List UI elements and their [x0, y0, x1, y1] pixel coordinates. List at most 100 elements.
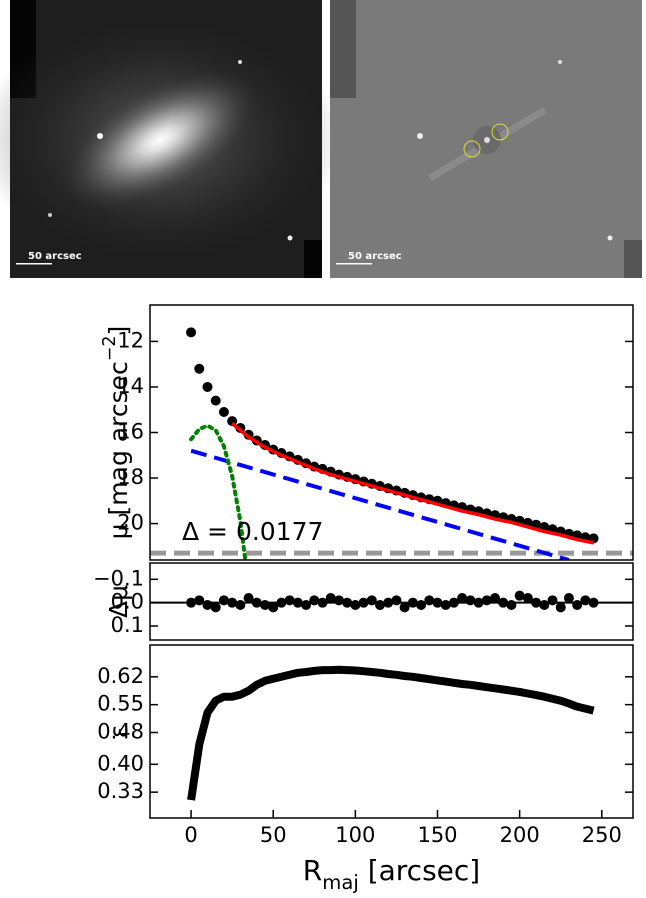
label-part: μ [mag arcsec: [104, 361, 133, 539]
x-tick-label: 50: [260, 823, 287, 847]
data-point: [309, 595, 320, 606]
data-point: [186, 597, 197, 608]
data-point: [440, 600, 451, 610]
data-point: [399, 602, 410, 613]
x-tick-label: 200: [500, 823, 540, 847]
data-point: [268, 602, 279, 613]
data-point: [186, 327, 197, 338]
data-point: [539, 600, 550, 610]
annotation: Δ = 0.0177: [182, 517, 323, 546]
x-axis-label: Rmaj [arcsec]: [303, 854, 480, 894]
data-line: [190, 448, 570, 560]
y-axis-label: ε: [104, 725, 133, 739]
y-tick-label: 14: [117, 374, 144, 398]
data-point: [210, 602, 221, 613]
y-tick-label: 0.0: [111, 590, 144, 614]
data-point: [506, 600, 517, 610]
axes-frame: [149, 562, 634, 641]
data-point: [260, 600, 270, 610]
y-axis-label: Δμ: [104, 585, 133, 618]
scale-label: 50 arcsec: [28, 251, 82, 262]
data-point: [210, 395, 221, 406]
x-tick-label: 0: [184, 823, 197, 847]
data-point: [572, 600, 583, 610]
scale-label: 50 arcsec: [348, 251, 402, 262]
data-point: [522, 593, 533, 603]
data-point: [531, 597, 542, 608]
data-point: [333, 595, 344, 606]
data-point: [383, 597, 394, 608]
y-tick-label: 12: [117, 328, 144, 352]
data-point: [481, 595, 492, 606]
plot-area: [150, 327, 633, 560]
x-tick-label: 250: [582, 823, 622, 847]
data-point: [350, 600, 361, 610]
y-tick-label: 0.33: [97, 779, 144, 803]
data-point: [514, 590, 525, 601]
data-point: [243, 593, 254, 603]
data-point: [563, 593, 574, 603]
data-point: [580, 595, 591, 606]
y-tick-label: 0.48: [97, 719, 144, 743]
data-point: [194, 363, 205, 374]
label-part: [arcsec]: [359, 854, 480, 887]
label-part: ε: [104, 725, 133, 739]
data-point: [498, 597, 509, 608]
data-point: [358, 597, 369, 608]
data-point: [465, 595, 476, 606]
data-point: [366, 595, 377, 606]
data-point: [416, 600, 427, 610]
data-point: [235, 600, 246, 610]
data-point: [292, 597, 303, 608]
data-point: [391, 595, 402, 606]
label-part: −2: [100, 335, 120, 361]
data-point: [407, 597, 418, 608]
y-tick-label: 16: [117, 420, 144, 444]
galaxy-image: 50 arcsec: [0, 0, 340, 278]
y-tick-label: 0.40: [97, 751, 144, 775]
data-point: [432, 597, 443, 608]
data-point: [342, 597, 353, 608]
data-point: [457, 593, 468, 603]
y-tick-label: 0.1: [111, 613, 144, 637]
y-axis-label: μ [mag arcsec−2]: [100, 326, 133, 540]
label-part: maj: [322, 871, 359, 894]
data-point: [424, 595, 435, 606]
data-point: [375, 600, 385, 610]
data-point: [490, 593, 500, 603]
data-point: [448, 597, 459, 608]
label-part: R: [303, 854, 322, 887]
data-point: [218, 407, 229, 418]
label-part: ]: [104, 326, 133, 336]
data-point: [202, 600, 213, 610]
plot-area: [187, 665, 595, 801]
data-point: [276, 597, 287, 608]
x-tick-label: 100: [335, 823, 375, 847]
data-point: [194, 595, 205, 606]
data-point: [284, 595, 295, 606]
y-tick-label: 18: [117, 465, 144, 489]
x-tick-label: 150: [417, 823, 457, 847]
data-point: [202, 381, 213, 392]
y-tick-label: 20: [117, 511, 144, 535]
data-line: [230, 422, 594, 545]
data-point: [473, 597, 484, 608]
data-point: [325, 593, 336, 603]
data-point: [555, 602, 566, 613]
data-point: [227, 597, 238, 608]
data-line: [187, 665, 595, 801]
data-point: [547, 595, 558, 606]
data-line: [189, 423, 248, 560]
data-point: [218, 595, 229, 606]
y-tick-label: 0.55: [97, 692, 144, 716]
data-point: [301, 600, 312, 610]
y-tick-label: −0.1: [93, 566, 144, 590]
axes-frame: [149, 644, 634, 819]
data-point: [317, 597, 328, 608]
data-point: [251, 597, 262, 608]
residual-image: 50 arcsec: [330, 0, 642, 278]
label-part: Δμ: [104, 585, 133, 618]
data-point: [588, 597, 599, 608]
plot-area: [150, 590, 633, 613]
